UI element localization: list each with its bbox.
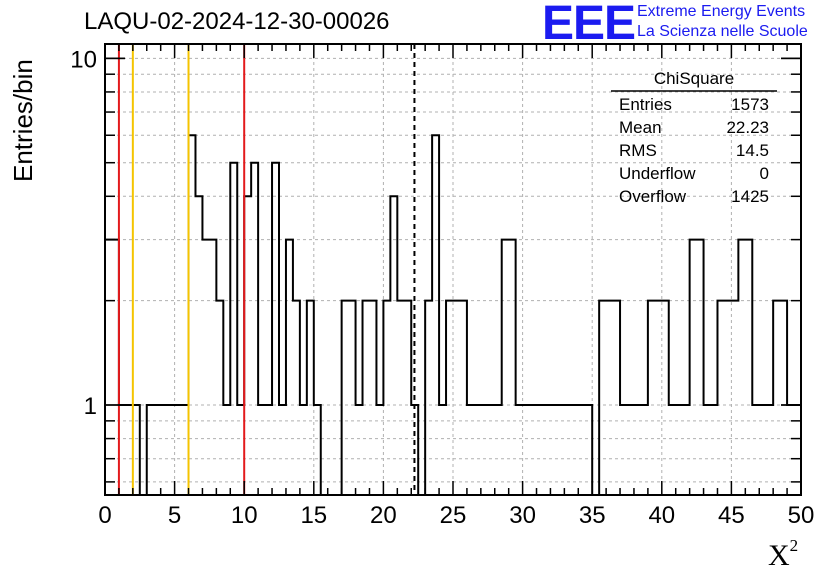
chart-title: LAQU-02-2024-12-30-00026 xyxy=(84,8,390,35)
stats-label: Entries xyxy=(619,95,672,114)
y-tick-label: 1 xyxy=(84,393,97,420)
y-tick-label: 10 xyxy=(70,46,97,73)
x-tick-label: 15 xyxy=(300,502,327,529)
x-axis-label-base: X xyxy=(768,539,790,572)
axes-layer: 0 5 10 15 20 25 30 35 40 45 50 1 10 xyxy=(70,43,815,529)
stats-value: 1573 xyxy=(731,95,769,114)
stats-box: ChiSquare Entries 1573 Mean 22.23 RMS 14.5 Unde… xyxy=(611,69,777,206)
x-tick-label: 5 xyxy=(168,502,181,529)
stats-value: 14.5 xyxy=(736,141,769,160)
marker-lines-layer xyxy=(117,44,416,495)
x-tick-label: 50 xyxy=(788,502,815,529)
x-tick-label: 10 xyxy=(231,502,258,529)
histogram-step-line xyxy=(105,134,801,496)
x-tick-label: 35 xyxy=(579,502,606,529)
x-tick-label: 25 xyxy=(440,502,467,529)
stats-label: Underflow xyxy=(619,164,696,183)
stats-title: ChiSquare xyxy=(654,69,734,88)
x-axis-label-exponent: 2 xyxy=(789,536,799,555)
stats-value: 1425 xyxy=(731,187,769,206)
x-tick-label: 20 xyxy=(370,502,397,529)
histogram-layer xyxy=(105,134,801,496)
brand-line-1: Extreme Energy Events xyxy=(637,3,806,20)
stats-label: RMS xyxy=(619,141,657,160)
x-tick-label: 30 xyxy=(509,502,536,529)
stats-value: 0 xyxy=(760,164,769,183)
x-tick-label: 0 xyxy=(98,502,111,529)
stats-label: Overflow xyxy=(619,187,687,206)
grid-layer xyxy=(105,44,801,495)
x-tick-label: 45 xyxy=(718,502,745,529)
x-tick-label: 40 xyxy=(648,502,675,529)
stats-value: 22.23 xyxy=(726,118,769,137)
x-axis-label: X2 xyxy=(768,536,798,573)
brand-line-2: La Scienza nelle Scuole xyxy=(637,23,808,40)
eee-logo: EEE xyxy=(542,0,636,50)
stats-label: Mean xyxy=(619,118,662,137)
